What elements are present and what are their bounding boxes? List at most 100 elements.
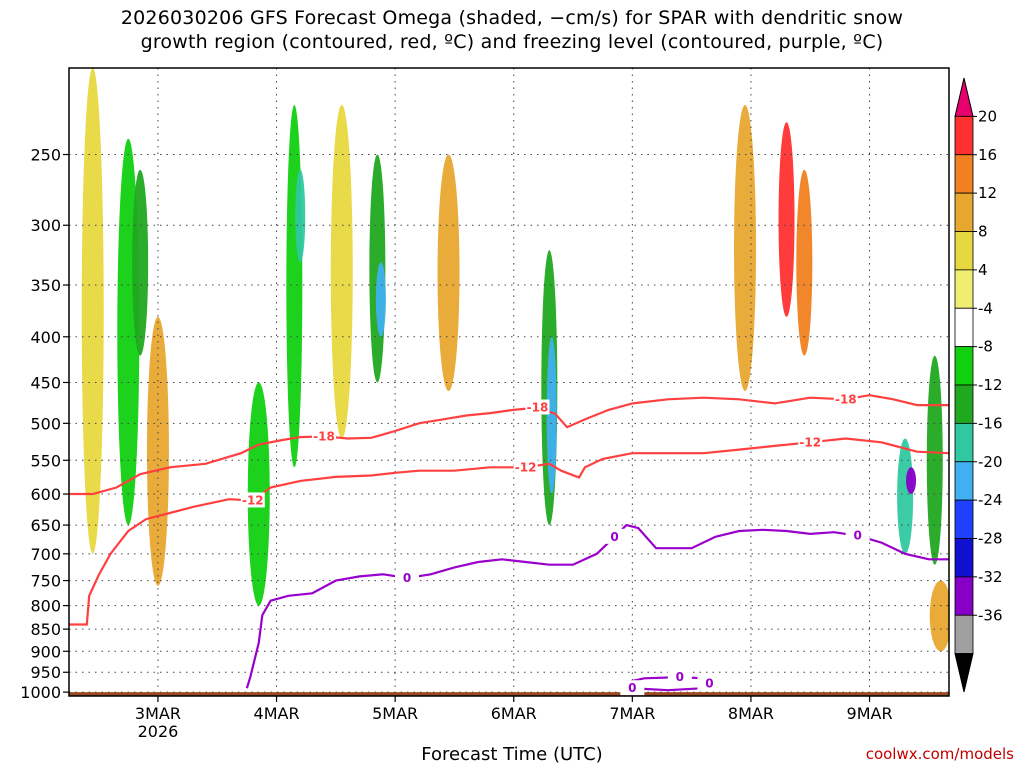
colorbar-label-13: -36	[978, 606, 1003, 624]
colorbar-cell-top	[954, 77, 974, 117]
colorbar-label-10: -24	[978, 491, 1003, 509]
y-tick-label-500: 500	[30, 414, 61, 433]
ground	[69, 692, 949, 696]
colorbar-cell-12	[954, 538, 974, 578]
omega-feature-15	[734, 104, 757, 392]
contour-2	[245, 523, 949, 689]
omega-feature-6	[286, 104, 303, 468]
colorbar-label-9: -20	[978, 453, 1003, 471]
ground-fill	[69, 692, 949, 696]
contour-label-0-0: -18	[313, 429, 335, 443]
y-tick-label-900: 900	[30, 642, 61, 661]
contour-0	[69, 394, 949, 496]
contour-label-2-1: 0	[610, 530, 618, 544]
y-tick-label-450: 450	[30, 373, 61, 392]
omega-feature-3	[146, 316, 169, 586]
omega-feature-18	[897, 438, 914, 554]
contour-label-3-2: 0	[628, 681, 636, 695]
colorbar-label-2: 12	[978, 184, 997, 202]
colorbar-label-6: -8	[978, 338, 993, 356]
y-tick-label-1000: 1000	[20, 683, 61, 702]
x-tick-label-9MAR: 9MAR	[847, 704, 893, 723]
contour-label-2-2: 0	[853, 529, 861, 543]
x-tick-label-7MAR: 7MAR	[609, 704, 655, 723]
y-tick-label-600: 600	[30, 485, 61, 504]
y-tick-label-300: 300	[30, 216, 61, 235]
contour-label-bg-3-2	[620, 680, 645, 696]
chart-title: 2026030206 GFS Forecast Omega (shaded, −…	[0, 6, 1024, 54]
omega-feature-11	[437, 154, 460, 392]
contour-label-bg-1-1	[513, 459, 538, 475]
contour-label-1-0: -12	[242, 493, 264, 507]
plot-area: -18 -18 -18 -12 -12 -12 0 0 0 0 0 0	[68, 67, 950, 697]
contour-label-bg-3-1	[697, 675, 722, 691]
x-tick-label-3MAR: 3MAR	[135, 704, 181, 723]
contour-1	[69, 437, 949, 626]
watermark: coolwx.com/models	[865, 745, 1014, 763]
colorbar-cell-5	[954, 269, 974, 309]
contour-label-bg-1-2	[798, 434, 823, 450]
omega-feature-8	[330, 104, 353, 439]
omega-feature-4	[218, 225, 241, 554]
colorbar-label-7: -12	[978, 376, 1003, 394]
colorbar-label-0: 20	[978, 107, 997, 125]
y-tick-label-850: 850	[30, 620, 61, 639]
colorbar-cell-8	[954, 384, 974, 424]
colorbar-label-3: 8	[978, 223, 988, 241]
colorbar-cell-1	[954, 115, 974, 156]
colorbar-cell-11	[954, 499, 974, 539]
y-axis: 250 300 350 400 450 500 550 600 650 700 750 800 850 9…	[20, 146, 69, 702]
contour-label-0-2: -18	[835, 392, 857, 406]
chart-title-line-1: 2026030206 GFS Forecast Omega (shaded, −…	[120, 7, 904, 29]
colorbar-label-11: -28	[978, 530, 1003, 548]
x-tick-label-8MAR: 8MAR	[728, 704, 774, 723]
contour-label-3-0: 0	[676, 670, 684, 684]
contour-label-1-2: -12	[799, 435, 821, 449]
contour-label-3-1: 0	[705, 677, 713, 691]
colorbar: 20 16 12 8 4 -4 -8 -12 -16 -20 -24 -28 -32 -36	[954, 77, 1003, 693]
y-tick-label-700: 700	[30, 545, 61, 564]
colorbar-label-1: 16	[978, 146, 997, 164]
colorbar-cell-10	[954, 461, 974, 501]
x-tick-sublabel-3MAR: 2026	[138, 722, 179, 741]
colorbar-label-12: -32	[978, 568, 1003, 586]
y-tick-label-650: 650	[30, 516, 61, 535]
chart-title-line-2: growth region (contoured, red, ºC) and f…	[140, 31, 884, 53]
contour-label-bg-3-0	[667, 669, 692, 685]
x-tick-label-5MAR: 5MAR	[372, 704, 418, 723]
contour-label-bg-2-2	[845, 527, 870, 543]
x-axis-label: Forecast Time (UTC)	[421, 744, 603, 765]
omega-feature-2	[132, 169, 149, 356]
omega-feature-19	[906, 467, 917, 495]
colorbar-cell-2	[954, 154, 974, 194]
y-tick-label-400: 400	[30, 328, 61, 347]
grid	[69, 68, 949, 696]
colorbar-cell-3	[954, 192, 974, 232]
contours: -18 -18 -18 -12 -12 -12 0 0 0 0 0 0	[69, 391, 949, 696]
contour-label-bg-0-2	[833, 391, 858, 407]
colorbar-label-4: 4	[978, 261, 988, 279]
omega-feature-0	[81, 68, 104, 554]
contour-label-bg-2-0	[395, 569, 420, 585]
y-tick-label-250: 250	[30, 146, 61, 165]
colorbar-cell-bottom	[954, 653, 974, 693]
contour-label-0-1: -18	[527, 401, 549, 415]
y-tick-label-800: 800	[30, 597, 61, 616]
omega-feature-7	[295, 169, 306, 263]
colorbar-cell-14	[954, 614, 974, 655]
omega-feature-21	[929, 580, 949, 652]
contour-label-bg-1-0	[240, 492, 265, 508]
x-tick-label-4MAR: 4MAR	[254, 704, 300, 723]
omega-feature-14	[546, 336, 557, 495]
y-tick-label-750: 750	[30, 572, 61, 591]
colorbar-label-5: -4	[978, 299, 993, 317]
omega-feature-17	[796, 169, 813, 356]
colorbar-label-8: -16	[978, 414, 1003, 432]
y-tick-label-950: 950	[30, 663, 61, 682]
contour-label-2-0: 0	[403, 571, 411, 585]
contour-label-bg-0-0	[311, 428, 336, 444]
colorbar-cell-13	[954, 576, 974, 616]
omega-feature-16	[778, 122, 795, 317]
